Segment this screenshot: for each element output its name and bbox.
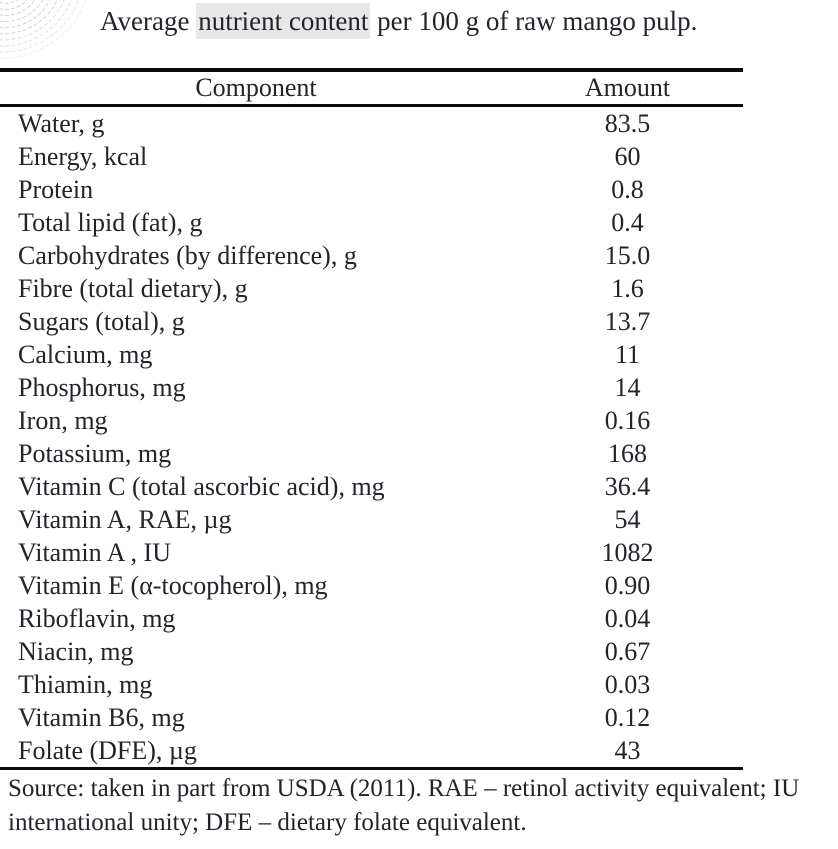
table-row: Iron, mg 0.16 [0,404,743,437]
amount-cell: 15.0 [604,241,651,270]
component-cell: Sugars (total), g [18,307,185,336]
component-cell: Niacin, mg [18,637,134,666]
table-row: Protein 0.8 [0,173,743,206]
amount-cell: 11 [614,340,641,369]
component-cell: Vitamin B6, mg [18,703,185,732]
table-row: Vitamin E (α-tocopherol), mg 0.90 [0,569,743,602]
amount-cell: 1.6 [611,274,644,303]
component-cell: Vitamin C (total ascorbic acid), mg [18,472,385,501]
table-row: Potassium, mg 168 [0,437,743,470]
component-cell: Vitamin E (α-tocopherol), mg [18,571,328,600]
amount-cell: 0.03 [604,670,651,699]
component-cell: Fibre (total dietary), g [18,274,248,303]
table-row: Water, g 83.5 [0,106,743,141]
component-cell: Potassium, mg [18,439,172,468]
component-cell: Energy, kcal [18,142,148,171]
caption-highlighted-phrase: nutrient content [196,3,371,39]
amount-cell: 168 [608,439,647,468]
table-row: Sugars (total), g 13.7 [0,305,743,338]
table-row: Total lipid (fat), g 0.4 [0,206,743,239]
component-cell: Folate (DFE), µg [18,736,197,765]
component-cell: Vitamin A, RAE, µg [18,505,232,534]
component-cell: Calcium, mg [18,340,153,369]
amount-cell: 0.67 [604,637,651,666]
amount-cell: 0.16 [604,406,651,435]
table-header: Component Amount [0,70,743,106]
table-row: Phosphorus, mg 14 [0,371,743,404]
amount-cell: 0.90 [604,571,651,600]
fingerprint-icon [0,0,88,59]
amount-cell: 0.4 [611,208,644,237]
table-row: Vitamin A, RAE, µg 54 [0,503,743,536]
component-cell: Phosphorus, mg [18,373,186,402]
amount-cell: 43 [614,736,641,765]
table-row: Niacin, mg 0.67 [0,635,743,668]
table-row: Thiamin, mg 0.03 [0,668,743,701]
amount-column-header: Amount [584,73,671,102]
amount-cell: 1082 [601,538,654,567]
amount-cell: 0.12 [604,703,651,732]
table-row: Energy, kcal 60 [0,140,743,173]
component-cell: Riboflavin, mg [18,604,176,633]
table-row: Vitamin B6, mg 0.12 [0,701,743,734]
amount-cell: 60 [614,142,641,171]
table-body: Water, g 83.5 Energy, kcal 60 Protein 0.… [0,106,743,769]
source-footnote: Source: taken in part from USDA (2011). … [0,772,838,840]
table-row: Fibre (total dietary), g 1.6 [0,272,743,305]
table-row: Vitamin C (total ascorbic acid), mg 36.4 [0,470,743,503]
table-row: Riboflavin, mg 0.04 [0,602,743,635]
footnote-line-2: international unity; DFE – dietary folat… [8,809,527,836]
amount-cell: 0.04 [604,604,651,633]
table-row: Carbohydrates (by difference), g 15.0 [0,239,743,272]
component-cell: Iron, mg [18,406,108,435]
table-header-row: Component Amount [0,70,743,106]
amount-cell: 36.4 [604,472,651,501]
amount-cell: 54 [614,505,641,534]
nutrient-table: Component Amount Water, g 83.5 Energy, k… [0,68,743,770]
footnote-line-1: Source: taken in part from USDA (2011). … [8,775,800,802]
table-row: Calcium, mg 11 [0,338,743,371]
caption-text-suffix: per 100 g of raw mango pulp. [370,6,698,36]
component-cell: Water, g [18,109,105,138]
amount-cell: 83.5 [604,109,651,138]
component-column-header: Component [195,73,317,102]
component-cell: Protein [18,175,94,204]
table-row: Vitamin A , IU 1082 [0,536,743,569]
table-row: Folate (DFE), µg 43 [0,734,743,769]
table-caption: Average nutrient content per 100 g of ra… [100,3,698,39]
component-cell: Total lipid (fat), g [18,208,203,237]
component-cell: Thiamin, mg [18,670,153,699]
component-cell: Carbohydrates (by difference), g [18,241,357,270]
amount-cell: 14 [614,373,641,402]
component-cell: Vitamin A , IU [18,538,171,567]
amount-cell: 0.8 [611,175,644,204]
caption-text-prefix: Average [100,6,197,36]
amount-cell: 13.7 [604,307,651,336]
